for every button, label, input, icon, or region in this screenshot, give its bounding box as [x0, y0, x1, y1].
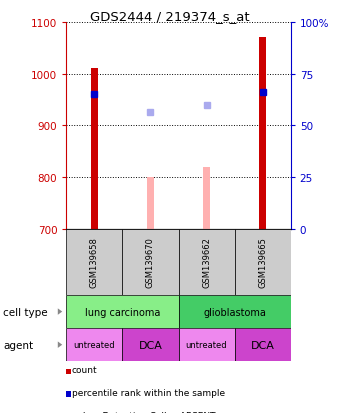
- Bar: [122, 328, 178, 361]
- Bar: [203, 167, 210, 229]
- Text: GSM139670: GSM139670: [146, 237, 155, 287]
- Bar: [147, 178, 154, 229]
- Text: GSM139662: GSM139662: [202, 237, 211, 287]
- Text: GSM139665: GSM139665: [258, 237, 267, 287]
- Text: GDS2444 / 219374_s_at: GDS2444 / 219374_s_at: [90, 10, 250, 23]
- Text: DCA: DCA: [138, 340, 163, 350]
- Bar: [66, 229, 122, 295]
- Text: count: count: [71, 365, 97, 374]
- Text: percentile rank within the sample: percentile rank within the sample: [71, 388, 225, 397]
- Text: lung carcinoma: lung carcinoma: [85, 307, 160, 317]
- Bar: [122, 229, 178, 295]
- Bar: [66, 295, 178, 328]
- Bar: [178, 229, 235, 295]
- Bar: [235, 229, 291, 295]
- Bar: [235, 328, 291, 361]
- Text: untreated: untreated: [186, 340, 227, 349]
- Text: value, Detection Call = ABSENT: value, Detection Call = ABSENT: [71, 411, 215, 413]
- Text: cell type: cell type: [3, 307, 48, 317]
- Text: untreated: untreated: [73, 340, 115, 349]
- Bar: [178, 328, 235, 361]
- Text: GSM139658: GSM139658: [90, 237, 99, 287]
- Bar: [259, 38, 266, 229]
- Bar: [66, 328, 122, 361]
- Text: DCA: DCA: [251, 340, 275, 350]
- Text: agent: agent: [3, 340, 34, 350]
- Bar: [91, 69, 98, 229]
- Text: glioblastoma: glioblastoma: [203, 307, 266, 317]
- Bar: [178, 295, 291, 328]
